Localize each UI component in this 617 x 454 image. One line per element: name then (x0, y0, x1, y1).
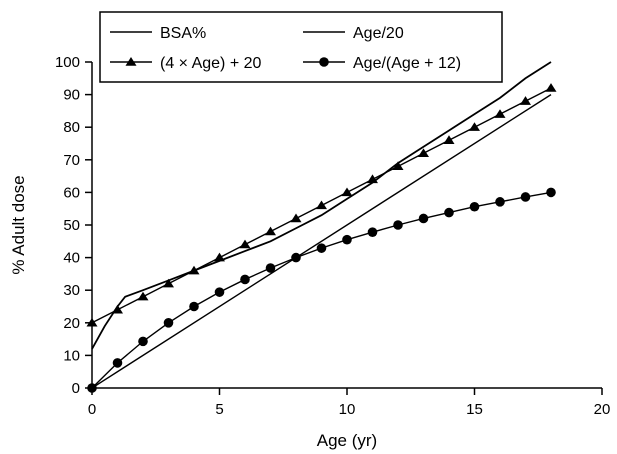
x-tick-label: 20 (594, 401, 611, 418)
series-line (91, 191, 552, 389)
y-tick-label: 10 (63, 347, 80, 364)
data-point-circle (444, 207, 454, 218)
data-point-triangle (443, 135, 455, 144)
data-point-triangle (392, 161, 404, 171)
series-3 (86, 83, 557, 327)
data-point-triangle (367, 174, 378, 184)
data-point-triangle (520, 96, 531, 105)
data-point-circle (189, 301, 199, 312)
legend-label: (4 × Age) + 20 (160, 55, 262, 72)
data-point-circle (546, 187, 556, 198)
legend-label: Age/(Age + 12) (353, 55, 461, 72)
y-tick-label: 80 (63, 119, 80, 136)
data-point-circle (469, 201, 480, 212)
y-axis-label: % Adult dose (9, 175, 28, 274)
data-point-triangle (265, 226, 276, 236)
y-tick-label: 100 (55, 54, 80, 71)
legend-marker-triangle (125, 57, 137, 66)
legend-entry: Age/(Age + 12) (303, 55, 461, 72)
data-point-circle (367, 227, 378, 237)
data-point-triangle (112, 304, 123, 314)
data-point-circle (265, 263, 276, 273)
series-2 (91, 94, 552, 389)
data-point-triangle (188, 265, 200, 275)
data-point-circle (112, 358, 123, 368)
y-tick-label: 30 (63, 282, 80, 299)
data-point-circle (418, 213, 429, 224)
series-1 (91, 61, 552, 350)
data-point-triangle (137, 291, 149, 301)
series-line (91, 61, 552, 350)
x-tick-label: 5 (215, 401, 223, 418)
data-point-triangle (290, 213, 302, 223)
legend-items: BSA% Age/20 (4 × Age) + 20 Age/(Age + 12) (110, 25, 461, 72)
data-point-triangle (418, 148, 429, 157)
x-tick-label: 15 (466, 401, 483, 418)
legend-entry: Age/20 (303, 25, 404, 42)
legend-entry: (4 × Age) + 20 (110, 55, 262, 72)
data-point-triangle (469, 122, 480, 131)
data-point-circle (138, 336, 148, 347)
data-point-triangle (239, 239, 251, 249)
data-point-triangle (316, 200, 327, 210)
x-tick-label: 0 (88, 401, 96, 418)
data-point-circle (291, 252, 301, 263)
legend-entry: BSA% (110, 25, 206, 42)
x-tick-label: 10 (339, 401, 356, 418)
data-point-triangle (163, 278, 174, 288)
legend (99, 11, 503, 83)
data-point-circle (214, 287, 225, 297)
data-point-circle (163, 318, 174, 328)
y-tick-label: 20 (63, 315, 80, 332)
series-4 (87, 187, 556, 393)
legend-label: Age/20 (353, 25, 404, 42)
data-point-circle (520, 192, 531, 202)
data-point-triangle (545, 83, 557, 92)
data-point-circle (393, 220, 403, 230)
data-point-triangle (214, 252, 225, 262)
legend-label: BSA% (160, 25, 206, 42)
y-tick-label: 90 (63, 87, 80, 104)
y-tick-label: 60 (63, 184, 80, 201)
data-point-triangle (341, 187, 353, 197)
data-point-circle (316, 243, 327, 253)
y-tick-label: 0 (72, 380, 80, 397)
series-line (91, 94, 552, 389)
axes: 0 10 20 30 40 50 60 70 80 90 100 0 5 10 15 20 (55, 54, 610, 418)
y-tick-label: 70 (63, 152, 80, 169)
data-point-circle (240, 274, 250, 285)
data-point-circle (342, 234, 352, 245)
legend-marker-circle (319, 57, 329, 67)
plot-area (86, 61, 557, 393)
y-tick-label: 50 (63, 217, 80, 234)
x-axis-label: Age (yr) (317, 431, 377, 450)
y-tick-label: 40 (63, 250, 80, 267)
legend-frame (99, 11, 503, 83)
data-point-circle (495, 197, 505, 207)
data-point-triangle (494, 109, 506, 118)
